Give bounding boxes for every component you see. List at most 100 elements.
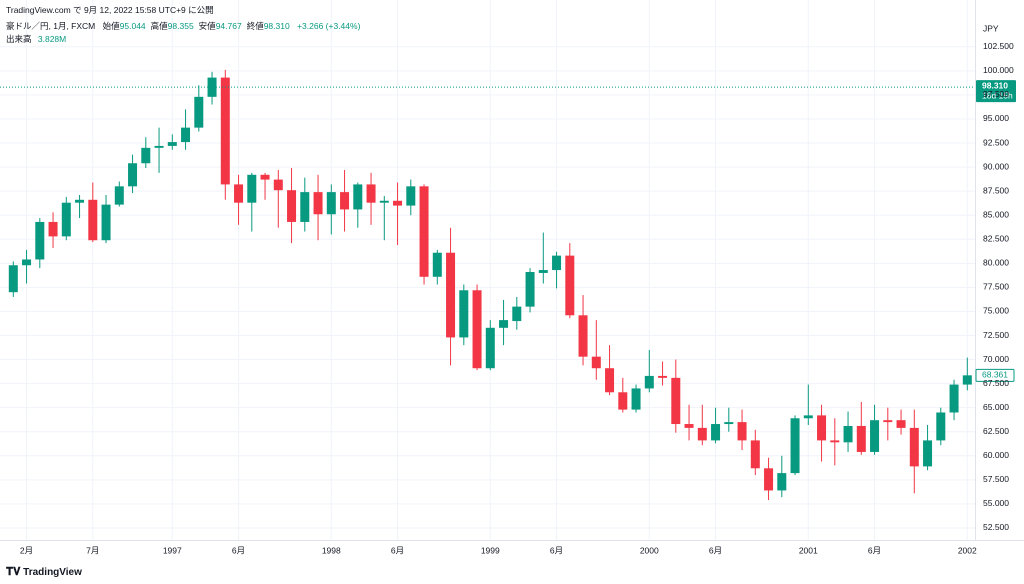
y-tick-label: 85.000 xyxy=(983,209,1009,219)
candle-body xyxy=(658,375,668,378)
x-tick-label: 6月 xyxy=(550,545,563,555)
candle-body xyxy=(684,424,694,428)
candle-body xyxy=(340,192,350,210)
candle-body xyxy=(167,142,177,146)
currency: JPY xyxy=(983,23,999,33)
candle-body xyxy=(525,271,535,307)
candle-body xyxy=(181,127,191,143)
candle-body xyxy=(750,440,760,469)
candle-body xyxy=(101,204,111,241)
candle-body xyxy=(472,290,482,369)
x-tick-label: 7月 xyxy=(86,545,99,555)
y-tick-label: 92.500 xyxy=(983,137,1009,147)
ohlc-label: 高値 xyxy=(150,21,168,31)
candle-body xyxy=(578,315,588,357)
volume: 3.828M xyxy=(37,34,67,44)
candle-body xyxy=(618,392,628,410)
candle-body xyxy=(446,252,456,338)
candle-body xyxy=(379,200,389,203)
candle-body xyxy=(353,184,363,210)
candle-body xyxy=(962,375,972,385)
candle-body xyxy=(35,221,45,260)
volume-row: 出来高 3.828M xyxy=(6,33,66,45)
ohlc-value: 94.767 xyxy=(215,21,242,31)
candle-body xyxy=(856,425,866,452)
y-tick-label: 90.000 xyxy=(983,161,1009,171)
y-tick-label: 100.000 xyxy=(983,65,1014,75)
x-tick-label: 2000 xyxy=(640,545,659,555)
candle-body xyxy=(194,96,204,128)
candle-body xyxy=(273,179,283,191)
candle-body xyxy=(631,388,641,410)
candle-body xyxy=(512,306,522,322)
candle-body xyxy=(697,427,707,441)
candle-body xyxy=(313,192,323,215)
candle-body xyxy=(591,356,601,369)
candle-body xyxy=(949,384,959,413)
ohlc-value: 98.355 xyxy=(167,21,194,31)
y-tick-label: 65.000 xyxy=(983,402,1009,412)
candle-body xyxy=(114,186,124,205)
ohlc-label: 安値 xyxy=(198,21,216,31)
candle-body xyxy=(737,422,747,441)
candle-body xyxy=(88,199,98,241)
candle-body xyxy=(220,77,230,185)
y-tick-label: 70.000 xyxy=(983,354,1009,364)
candle-body xyxy=(300,192,310,222)
candle-body xyxy=(419,186,429,277)
x-tick-label: 2002 xyxy=(958,545,977,555)
candle-body xyxy=(909,427,919,467)
volume-label: 出来高 xyxy=(6,34,32,44)
candle-body xyxy=(459,290,469,338)
countdown: 18d 15h xyxy=(982,90,1013,100)
y-tick-label: 97.500 xyxy=(983,89,1009,99)
candle-body xyxy=(141,147,151,164)
candle-body xyxy=(936,412,946,441)
close-tag-label: 68.361 xyxy=(982,370,1008,380)
candle-body xyxy=(260,174,270,180)
logo: 𝐓𝐕 TradingView xyxy=(6,566,82,578)
x-tick-label: 1999 xyxy=(481,545,500,555)
x-tick-label: 2月 xyxy=(20,545,33,555)
candle-body xyxy=(843,425,853,443)
candle-body xyxy=(790,418,800,474)
published: TradingView.com で 9月 12, 2022 15:58 UTC+… xyxy=(6,5,214,15)
price-tag-label: 98.310 xyxy=(982,80,1008,90)
ohlc-label: 終値 xyxy=(246,21,264,31)
candle-body xyxy=(234,184,244,203)
candle-body xyxy=(671,377,681,425)
y-tick-label: 57.500 xyxy=(983,474,1009,484)
y-tick-label: 67.500 xyxy=(983,378,1009,388)
legend-row: 豪ドル／円, 1月, FXCM 始値95.044 高値98.355 安値94.767… xyxy=(6,20,360,32)
candle-body xyxy=(644,375,654,389)
logo-text: TradingView xyxy=(23,567,82,578)
candle-body xyxy=(711,424,721,441)
y-tick-label: 82.500 xyxy=(983,234,1009,244)
ohlc-value: 98.310 xyxy=(263,21,290,31)
close-tag xyxy=(975,368,1015,382)
y-tick-label: 80.000 xyxy=(983,258,1009,268)
candle-body xyxy=(896,420,906,428)
candle-body xyxy=(128,163,138,187)
candle-body xyxy=(803,415,813,419)
candle-body xyxy=(406,186,416,206)
ohlc-label: 始値 xyxy=(102,21,120,31)
y-tick-label: 62.500 xyxy=(983,426,1009,436)
x-tick-label: 6月 xyxy=(709,545,722,555)
candle-body xyxy=(923,440,933,467)
candle-body xyxy=(777,473,787,491)
y-tick-label: 77.500 xyxy=(983,282,1009,292)
candle-body xyxy=(366,184,376,203)
x-tick-label: 1997 xyxy=(163,545,182,555)
candle-body xyxy=(764,468,774,491)
symbol: 豪ドル／円, 1月, FXCM xyxy=(6,21,96,31)
candle-body xyxy=(830,440,840,443)
candle-body xyxy=(326,192,336,215)
y-tick-label: 87.500 xyxy=(983,185,1009,195)
candle-body xyxy=(817,415,827,441)
candle-body xyxy=(485,327,495,369)
x-tick-label: 2001 xyxy=(799,545,818,555)
